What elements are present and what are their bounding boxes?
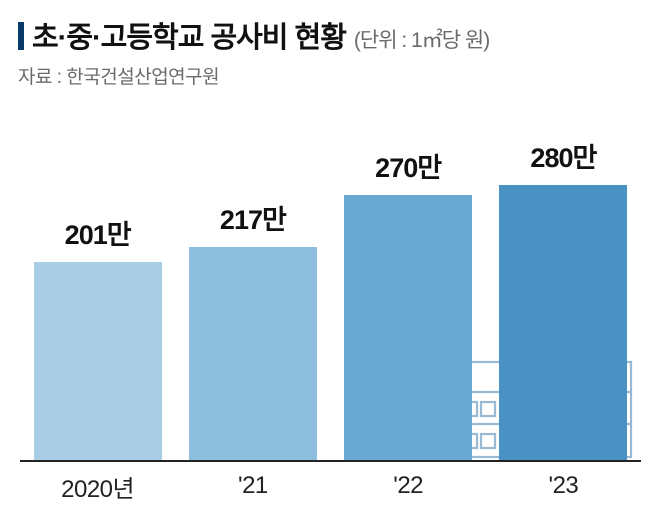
- bar-value-label: 201만: [65, 213, 131, 252]
- bar-group: 280만: [493, 136, 633, 460]
- bar-value-label: 270만: [375, 146, 441, 185]
- bar-container: 201만 217만 270만 280만: [20, 122, 641, 462]
- title-accent-bar: [18, 22, 24, 50]
- x-axis-label: 2020년: [28, 469, 168, 504]
- bar-group: 201만: [28, 213, 168, 460]
- chart-source: 자료 : 한국건설산업연구원: [0, 60, 661, 89]
- x-axis-label: '23: [493, 472, 633, 500]
- bar: [189, 247, 317, 460]
- bar-group: 270만: [338, 146, 478, 461]
- bar-group: 217만: [183, 198, 323, 460]
- x-axis-label: '22: [338, 472, 478, 500]
- x-axis: 2020년 '21 '22 '23: [20, 464, 641, 508]
- bar-value-label: 280만: [530, 136, 596, 175]
- chart-title: 초·중·고등학교 공사비 현황: [32, 14, 346, 56]
- chart-area: 201만 217만 270만 280만 2020년 '21 '22 '23: [0, 108, 661, 508]
- x-axis-label: '21: [183, 472, 323, 500]
- title-row: 초·중·고등학교 공사비 현황 (단위 : 1㎡당 원): [0, 0, 661, 60]
- bar: [499, 185, 627, 460]
- bar-value-label: 217만: [220, 198, 286, 237]
- bar: [34, 262, 162, 460]
- chart-unit: (단위 : 1㎡당 원): [354, 24, 489, 54]
- bar: [344, 195, 472, 461]
